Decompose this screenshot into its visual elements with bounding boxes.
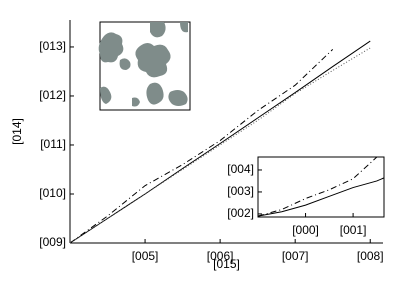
inset-image bbox=[98, 21, 191, 111]
series-line bbox=[69, 40, 371, 244]
x-tick-label: [005] bbox=[132, 249, 159, 263]
y-tick-label: [004] bbox=[227, 162, 254, 176]
x-axis-label: [015] bbox=[213, 257, 240, 271]
series-line bbox=[69, 49, 334, 244]
y-tick-label: [013] bbox=[39, 39, 66, 53]
x-tick-label: [001] bbox=[340, 223, 367, 237]
inset-frame bbox=[257, 156, 385, 218]
y-tick-label: [011] bbox=[40, 137, 66, 151]
x-tick-label: [000] bbox=[292, 223, 319, 237]
y-tick-label: [012] bbox=[39, 88, 66, 102]
y-tick-label: [002] bbox=[227, 206, 254, 220]
y-tick-label: [003] bbox=[227, 184, 254, 198]
series-line bbox=[257, 177, 385, 217]
y-tick-label: [009] bbox=[39, 235, 66, 249]
x-tick-label: [007] bbox=[282, 249, 309, 263]
x-tick-label: [006] bbox=[207, 249, 234, 263]
y-tick-label: [010] bbox=[39, 186, 66, 200]
x-tick-label: [008] bbox=[357, 249, 384, 263]
series-line bbox=[257, 156, 384, 217]
y-axis-label: [014] bbox=[10, 118, 24, 145]
